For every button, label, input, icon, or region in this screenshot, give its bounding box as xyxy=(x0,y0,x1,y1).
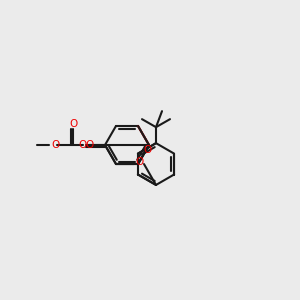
Text: O: O xyxy=(52,140,60,151)
Text: O: O xyxy=(135,157,143,167)
Text: O: O xyxy=(85,140,93,151)
Text: O: O xyxy=(69,119,77,129)
Text: O: O xyxy=(144,146,152,155)
Text: O: O xyxy=(78,140,86,150)
